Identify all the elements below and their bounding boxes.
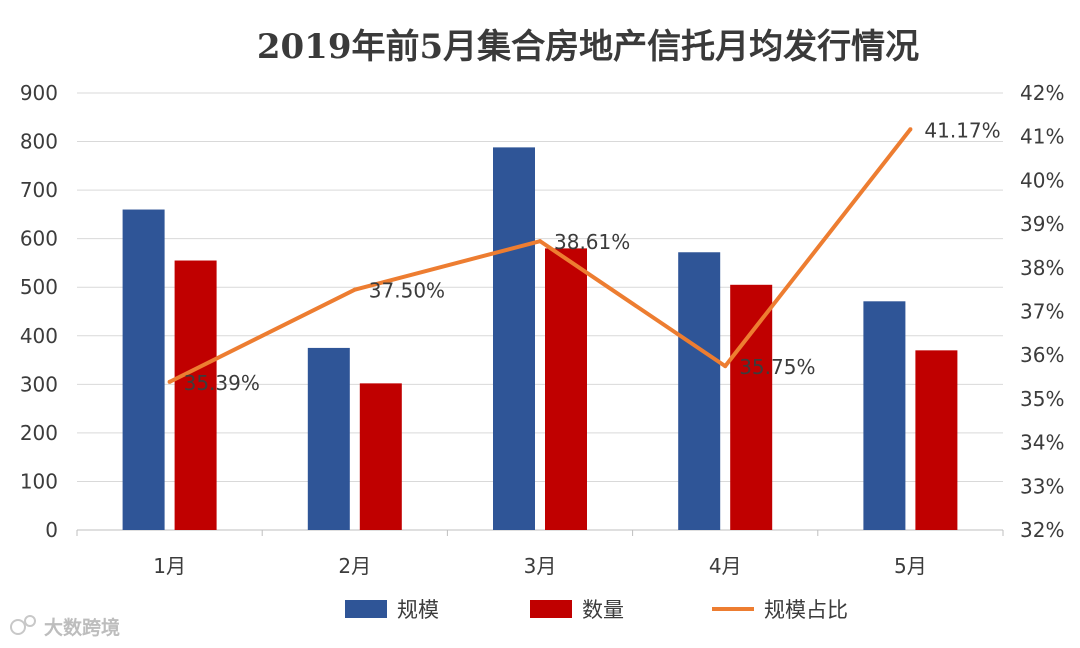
- line-point: [167, 379, 172, 384]
- legend-label: 数量: [582, 598, 624, 622]
- right-tick-label: 35%: [1020, 387, 1064, 411]
- line-规模占比: [168, 128, 912, 384]
- right-tick-label: 40%: [1020, 168, 1064, 192]
- right-axis-ticks: 32% 33% 34% 35% 36% 37% 38% 39% 40% 41% 42%: [1020, 81, 1064, 542]
- data-label: 37.50%: [369, 279, 445, 303]
- line-series: 35.39% 37.50% 38.61% 35.75% 41.17%: [167, 118, 1001, 395]
- right-tick-label: 42%: [1020, 81, 1064, 105]
- category-label: 5月: [894, 554, 927, 578]
- bar-数量-3月: [545, 248, 587, 530]
- legend-swatch-规模: [345, 600, 387, 618]
- chart-title: 2019年前5月集合房地产信托月均发行情况: [257, 27, 919, 67]
- data-label: 41.17%: [924, 118, 1000, 142]
- data-label: 38.61%: [554, 230, 630, 254]
- bar-规模-5月: [863, 301, 906, 530]
- watermark-logo-icon: [10, 619, 26, 635]
- right-tick-label: 34%: [1020, 431, 1064, 455]
- data-label: 35.39%: [184, 371, 260, 395]
- right-tick-label: 37%: [1020, 300, 1064, 324]
- left-tick-label: 600: [20, 227, 58, 251]
- gridlines: [76, 92, 1004, 536]
- left-tick-label: 700: [20, 178, 58, 202]
- bar-数量-1月: [174, 260, 217, 530]
- category-label: 2月: [338, 554, 371, 578]
- left-tick-label: 100: [20, 469, 58, 493]
- bar-数量-5月: [915, 350, 958, 530]
- legend-swatch-数量: [530, 600, 572, 618]
- line-point: [352, 287, 357, 292]
- category-label: 3月: [524, 554, 557, 578]
- left-tick-label: 0: [45, 518, 58, 542]
- category-label: 4月: [709, 554, 742, 578]
- bar-数量-4月: [730, 284, 773, 530]
- bar-规模-1月: [122, 209, 165, 531]
- bar-数量-2月: [359, 383, 402, 530]
- left-tick-label: 200: [20, 421, 58, 445]
- right-tick-label: 41%: [1020, 125, 1064, 149]
- right-tick-label: 32%: [1020, 518, 1064, 542]
- left-tick-label: 800: [20, 130, 58, 154]
- line-point: [538, 239, 542, 244]
- left-tick-label: 300: [20, 372, 58, 396]
- legend-label: 规模占比: [764, 598, 848, 622]
- right-tick-label: 39%: [1020, 212, 1064, 236]
- category-labels: 1月 2月 3月 4月 5月: [153, 554, 927, 578]
- line-point: [723, 364, 728, 369]
- watermark-text: 大数跨境: [44, 616, 120, 639]
- legend-label: 规模: [397, 598, 439, 622]
- left-tick-label: 400: [20, 324, 58, 348]
- bar-规模-2月: [307, 347, 350, 530]
- line-point: [908, 127, 913, 132]
- left-tick-label: 500: [20, 275, 58, 299]
- watermark-logo-icon-dot: [24, 615, 36, 627]
- bar-规模-3月: [493, 147, 535, 531]
- right-tick-label: 36%: [1020, 343, 1064, 367]
- bar-规模-4月: [678, 252, 721, 531]
- watermark: 大数跨境: [10, 615, 120, 639]
- right-tick-label: 33%: [1020, 474, 1064, 498]
- category-label: 1月: [153, 554, 186, 578]
- bar-series: [122, 147, 958, 531]
- legend: 规模 数量 规模占比: [345, 598, 848, 622]
- left-tick-label: 900: [20, 81, 58, 105]
- right-tick-label: 38%: [1020, 256, 1064, 280]
- left-axis-ticks: 0 100 200 300 400 500 600 700 800 900: [20, 81, 58, 542]
- data-label: 35.75%: [739, 355, 815, 379]
